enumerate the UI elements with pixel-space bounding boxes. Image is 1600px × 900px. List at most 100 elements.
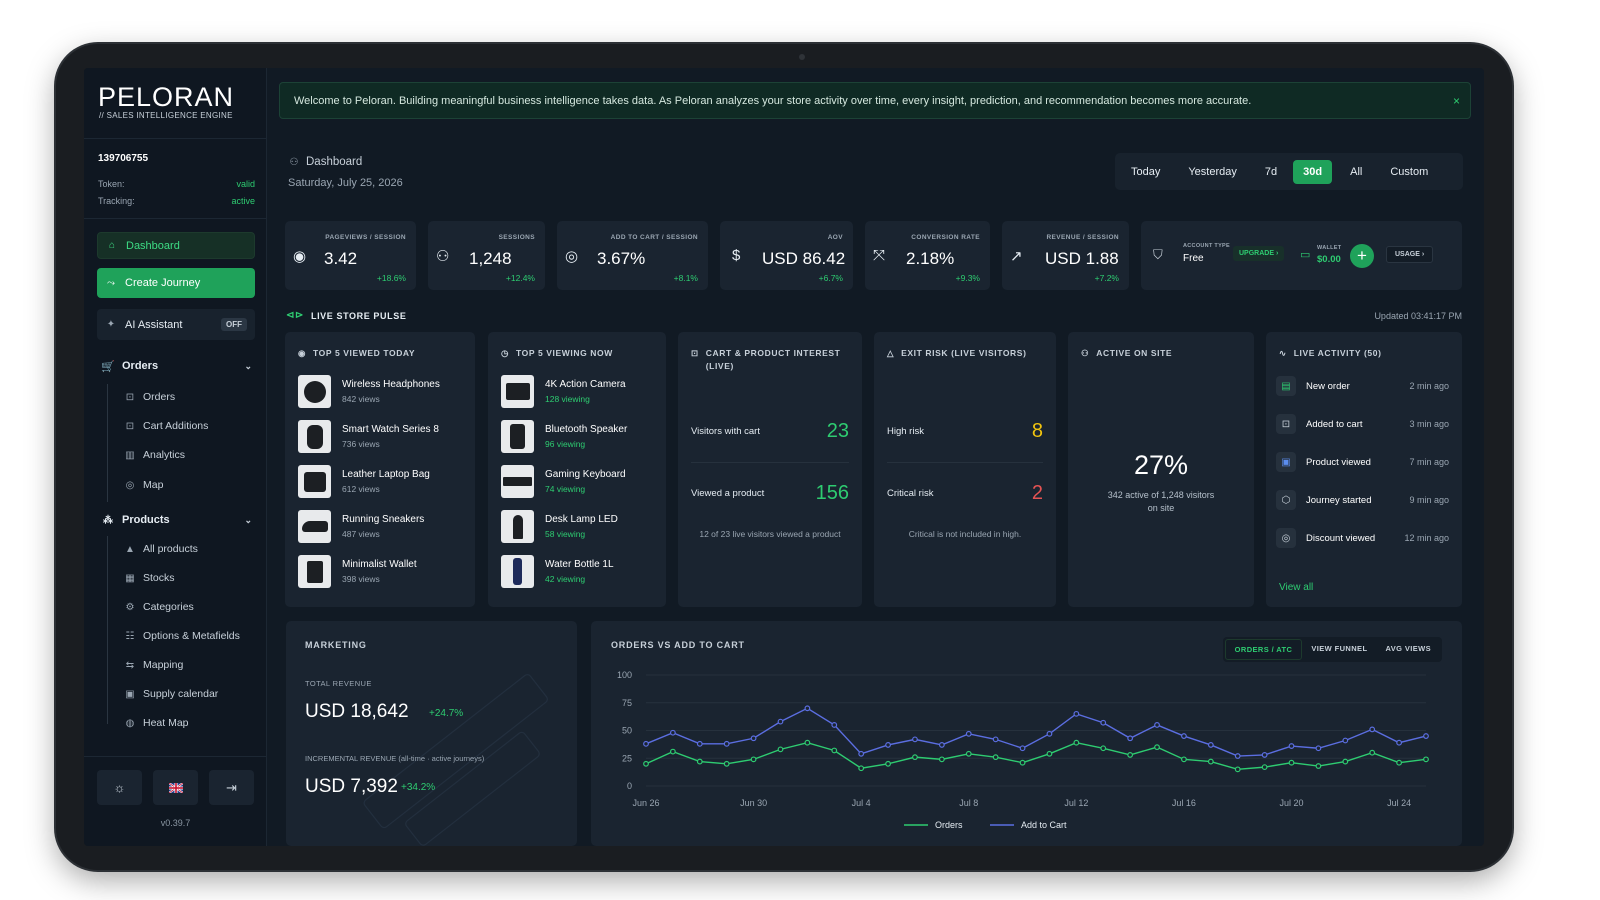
sidebar-item-label: Analytics <box>143 449 186 461</box>
y-tick-label: 0 <box>627 781 632 791</box>
sidebar-item-analytics[interactable]: ▥ Analytics <box>124 449 185 461</box>
tab-orders-atc[interactable]: ORDERS / ATC <box>1224 639 1303 660</box>
product-views: 736 views <box>342 439 380 449</box>
sidebar-item-orders[interactable]: ⊡ Orders <box>124 391 175 403</box>
data-point <box>938 756 945 763</box>
kpi-delta: +9.3% <box>955 273 980 283</box>
create-journey-button[interactable]: ⤳ Create Journey <box>97 268 255 298</box>
list-item[interactable]: Leather Laptop Bag 612 views <box>298 465 430 498</box>
kpi-label: ADD TO CART / SESSION <box>610 234 698 241</box>
list-item[interactable]: Minimalist Wallet 398 views <box>298 555 417 588</box>
activity-item[interactable]: ⬡ Journey started 9 min ago <box>1276 490 1449 510</box>
sidebar-item-heat-map[interactable]: ◍ Heat Map <box>124 717 189 729</box>
kpi-conversion-rate[interactable]: CONVERSION RATE ⤧ 2.18% +9.3% <box>865 221 990 290</box>
discount-icon: ◎ <box>1276 528 1296 548</box>
data-point <box>912 754 918 761</box>
kpi-revenue-session[interactable]: REVENUE / SESSION ↗ USD 1.88 +7.2% <box>1002 221 1129 290</box>
activity-item[interactable]: ◎ Discount viewed 12 min ago <box>1276 528 1449 548</box>
route-icon: ⤳ <box>107 277 115 289</box>
data-point <box>885 760 891 767</box>
sidebar-item-categories[interactable]: ⚙ Categories <box>124 601 194 613</box>
sidebar-item-label: Options & Metafields <box>143 630 240 642</box>
kpi-sessions[interactable]: SESSIONS ⚇ 1,248 +12.4% <box>428 221 545 290</box>
activity-item[interactable]: ⊡ Added to cart 3 min ago <box>1276 414 1449 434</box>
data-point <box>1181 733 1187 739</box>
sidebar-item-cart-additions[interactable]: ⊡ Cart Additions <box>124 420 209 432</box>
range-yesterday[interactable]: Yesterday <box>1188 165 1237 178</box>
marketing-watermark <box>363 674 548 846</box>
view-all-link[interactable]: View all <box>1279 582 1314 593</box>
product-views: 842 views <box>342 394 380 404</box>
divider <box>691 462 849 463</box>
usage-button[interactable]: USAGE › <box>1386 246 1434 263</box>
sidebar-item-map[interactable]: ◎ Map <box>124 479 164 491</box>
metric-value: 8 <box>1031 420 1043 442</box>
range-7d[interactable]: 7d <box>1264 165 1278 178</box>
orders-group-header[interactable]: 🛒 Orders ⌄ <box>101 360 252 373</box>
list-item[interactable]: Smart Watch Series 8 736 views <box>298 420 439 453</box>
data-point <box>965 750 972 757</box>
exit-risk-card: △ EXIT RISK (LIVE VISITORS) High risk 8 Cr… <box>874 332 1056 607</box>
add-funds-button[interactable]: + <box>1350 244 1374 268</box>
data-point <box>1315 763 1322 769</box>
data-point <box>965 730 972 737</box>
products-group-header[interactable]: ⁂ Products ⌄ <box>102 514 252 526</box>
camera-thumb <box>501 375 534 408</box>
card-title: ◷ TOP 5 VIEWING NOW <box>501 347 613 360</box>
chart-title: ORDERS VS ADD TO CART <box>611 640 745 650</box>
close-banner-button[interactable]: × <box>1452 93 1460 108</box>
kpi-label: CONVERSION RATE <box>911 234 980 241</box>
list-item[interactable]: Wireless Headphones 842 views <box>298 375 440 408</box>
product-viewing: 58 viewing <box>545 529 586 539</box>
data-point <box>1234 766 1241 773</box>
brand-logo[interactable]: PELORAN <box>98 82 235 112</box>
list-item[interactable]: 4K Action Camera 128 viewing <box>501 375 626 408</box>
language-button[interactable] <box>153 770 198 805</box>
kpi-add-to-cart-session[interactable]: ADD TO CART / SESSION ◎ 3.67% +8.1% <box>557 221 708 290</box>
sidebar-item-stocks[interactable]: ▦ Stocks <box>124 572 174 584</box>
kpi-aov[interactable]: AOV $ USD 86.42 +6.7% <box>720 221 853 290</box>
tab-view-funnel[interactable]: VIEW FUNNEL <box>1311 644 1368 653</box>
list-item[interactable]: Running Sneakers 487 views <box>298 510 424 543</box>
data-point <box>912 736 918 743</box>
activity-item[interactable]: ▤ New order 2 min ago <box>1276 376 1449 396</box>
sidebar-item-options[interactable]: ☷ Options & Metafields <box>124 630 240 642</box>
bottle-thumb <box>501 555 534 588</box>
live-store-pulse-header: ⊲⊳ LIVE STORE PULSE <box>286 310 406 321</box>
data-point <box>804 739 811 746</box>
sidebar-item-mapping[interactable]: ⇆ Mapping <box>124 659 183 671</box>
data-point <box>750 735 757 742</box>
list-item[interactable]: Water Bottle 1L 42 viewing <box>501 555 614 588</box>
uk-flag-icon <box>168 782 183 793</box>
sidebar-item-all-products[interactable]: ▲ All products <box>124 543 198 555</box>
chart-tabs: ORDERS / ATC VIEW FUNNEL AVG VIEWS <box>1222 637 1442 662</box>
upgrade-button[interactable]: UPGRADE › <box>1233 246 1285 261</box>
data-point <box>777 718 784 725</box>
mapping-icon: ⇆ <box>125 659 135 671</box>
activity-label: Product viewed <box>1306 456 1371 468</box>
nav-dashboard[interactable]: ⌂ Dashboard <box>97 232 255 259</box>
tab-avg-views[interactable]: AVG VIEWS <box>1385 644 1431 653</box>
metric-label: High risk <box>887 426 924 437</box>
list-item[interactable]: Bluetooth Speaker 96 viewing <box>501 420 627 453</box>
theme-toggle-button[interactable]: ☼ <box>97 770 142 805</box>
data-point <box>1423 756 1429 763</box>
kpi-value: 2.18% <box>906 249 955 268</box>
kpi-delta: +18.6% <box>376 273 406 283</box>
journey-icon: ⬡ <box>1276 490 1296 510</box>
list-item[interactable]: Gaming Keyboard 74 viewing <box>501 465 626 498</box>
product-viewing: 128 viewing <box>545 394 590 404</box>
logout-button[interactable]: ⇥ <box>209 770 254 805</box>
metric-value: 2 <box>1031 482 1043 504</box>
kpi-pageviews-session[interactable]: PAGEVIEWS / SESSION ◉ 3.42 +18.6% <box>285 221 416 290</box>
product-name: Desk Lamp LED <box>545 514 618 525</box>
range-custom[interactable]: Custom <box>1390 165 1429 178</box>
ai-assistant-toggle[interactable]: ✦ AI Assistant OFF <box>97 309 255 340</box>
range-30d[interactable]: 30d <box>1293 159 1333 184</box>
sidebar-item-supply-calendar[interactable]: ▣ Supply calendar <box>124 688 218 700</box>
range-all[interactable]: All <box>1350 165 1363 178</box>
warehouse-icon: ▦ <box>125 572 135 584</box>
range-today[interactable]: Today <box>1131 165 1161 178</box>
activity-item[interactable]: ▣ Product viewed 7 min ago <box>1276 452 1449 472</box>
list-item[interactable]: Desk Lamp LED 58 viewing <box>501 510 618 543</box>
